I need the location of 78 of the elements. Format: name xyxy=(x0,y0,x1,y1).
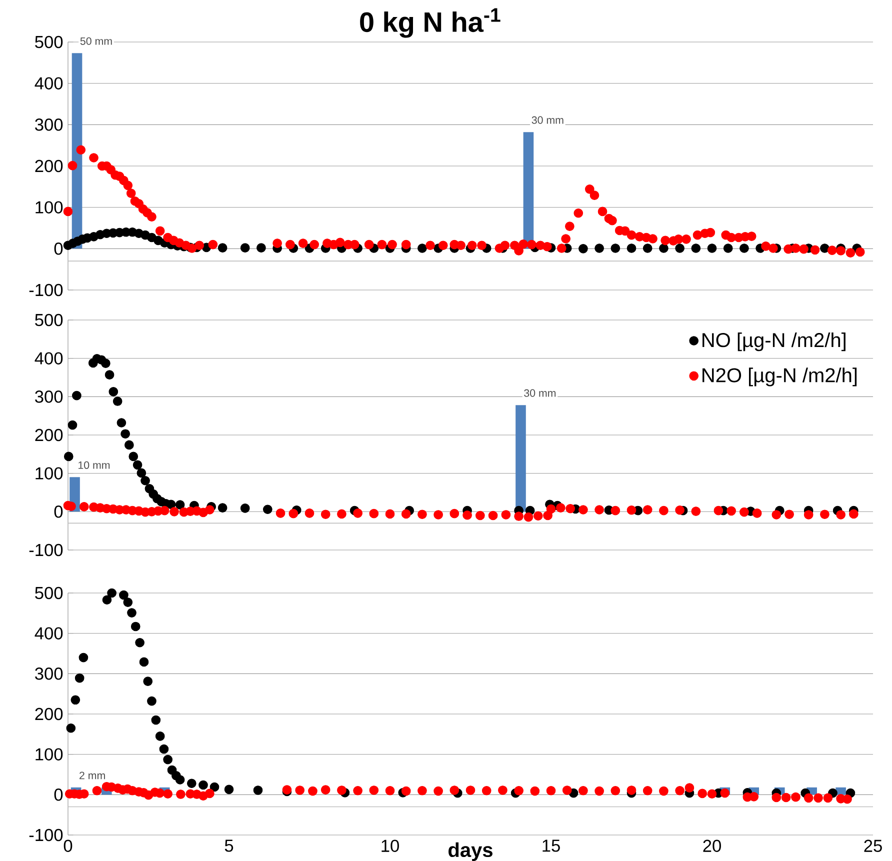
point xyxy=(68,420,78,430)
point xyxy=(151,715,161,725)
point xyxy=(218,503,228,513)
y-tick-label: 0 xyxy=(54,242,63,255)
point xyxy=(108,387,118,396)
annotation: 30 mm xyxy=(524,389,556,397)
x-tick-label: 20 xyxy=(703,840,721,852)
annotation: 10 mm xyxy=(78,461,110,469)
point xyxy=(72,390,82,400)
x-tick-label: 5 xyxy=(224,840,234,852)
point xyxy=(112,396,122,406)
x-tick-label: 15 xyxy=(542,840,560,852)
y-tick-label: 200 xyxy=(35,708,63,720)
point xyxy=(70,695,80,705)
y-tick-label: 500 xyxy=(35,586,63,600)
point xyxy=(74,673,84,683)
y-tick-label: 0 xyxy=(54,788,63,801)
y-tick-label: 400 xyxy=(34,352,63,364)
x-tick-label: 25 xyxy=(864,840,882,852)
y-tick-label: 400 xyxy=(34,627,63,640)
point xyxy=(175,500,185,510)
point xyxy=(175,775,185,784)
point xyxy=(116,418,126,428)
legend-label: NO [µg-N /m2/h] xyxy=(702,332,846,352)
y-tick-label: 100 xyxy=(36,748,63,760)
point xyxy=(132,460,142,470)
point xyxy=(127,608,136,618)
point xyxy=(64,452,74,462)
point xyxy=(101,358,110,368)
x-tick-label: 10 xyxy=(382,840,399,852)
y-tick-label: -100 xyxy=(29,828,63,842)
annotation: 30 mm xyxy=(532,116,564,124)
y-tick-label: 500 xyxy=(35,314,63,326)
point xyxy=(119,590,128,600)
legend-label: N2O [µg-N /m2/h] xyxy=(702,368,857,386)
y-tick-label: 200 xyxy=(35,428,63,442)
chart-title: 0 kg N ha$^{-1}$ xyxy=(360,8,500,38)
y-tick-label: 400 xyxy=(34,77,63,90)
annotation: 50 mm xyxy=(80,37,112,45)
point xyxy=(120,429,130,439)
y-tick-label: 500 xyxy=(35,36,63,48)
y-tick-label: 200 xyxy=(35,160,63,172)
y-tick-label: -100 xyxy=(29,544,63,556)
point xyxy=(107,588,116,598)
point xyxy=(186,778,196,788)
point xyxy=(262,504,272,514)
y-tick-label: 0 xyxy=(54,506,63,518)
point xyxy=(143,676,153,686)
point xyxy=(155,732,165,741)
point xyxy=(78,652,88,662)
point xyxy=(240,504,250,513)
point xyxy=(124,440,134,450)
point xyxy=(147,696,156,706)
y-tick-label: 100 xyxy=(36,201,63,214)
point xyxy=(128,452,138,462)
y-tick-label: 300 xyxy=(35,390,63,403)
y-tick-label: 300 xyxy=(35,118,63,131)
point xyxy=(163,754,172,764)
x-tick-label: 0 xyxy=(64,840,72,852)
point xyxy=(198,780,208,790)
point xyxy=(104,370,114,380)
point xyxy=(210,782,220,792)
point xyxy=(140,476,150,486)
point xyxy=(139,657,149,667)
point xyxy=(66,723,76,733)
y-tick-label: 300 xyxy=(35,668,63,680)
point xyxy=(224,784,234,794)
point xyxy=(253,786,263,795)
point xyxy=(123,598,133,607)
point xyxy=(159,744,169,754)
annotation: 2 mm xyxy=(80,772,105,780)
y-tick-label: -100 xyxy=(29,284,63,296)
point xyxy=(136,468,146,478)
point xyxy=(130,622,140,632)
x-axis-title: days xyxy=(448,842,492,861)
y-tick-label: 100 xyxy=(36,467,63,480)
point xyxy=(135,638,144,648)
point xyxy=(102,595,112,605)
